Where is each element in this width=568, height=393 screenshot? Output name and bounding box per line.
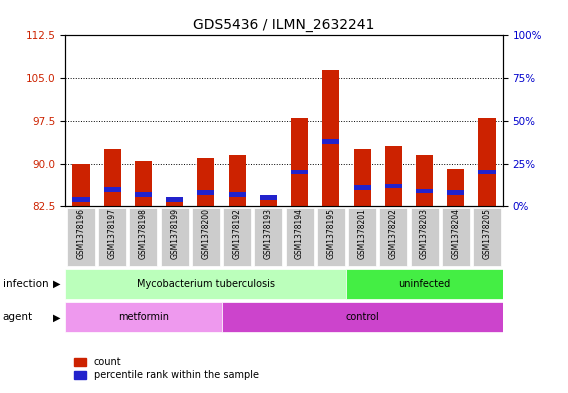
Text: infection: infection — [3, 279, 48, 289]
Bar — [322, 70, 340, 206]
Text: GSM1378198: GSM1378198 — [139, 208, 148, 259]
Bar — [197, 158, 215, 206]
Text: GSM1378197: GSM1378197 — [108, 208, 116, 259]
FancyBboxPatch shape — [348, 208, 376, 266]
Text: GSM1378200: GSM1378200 — [202, 208, 210, 259]
Text: uninfected: uninfected — [399, 279, 450, 289]
Bar — [478, 118, 496, 206]
Bar — [260, 195, 277, 200]
Text: GSM1378192: GSM1378192 — [233, 208, 241, 259]
FancyBboxPatch shape — [286, 208, 314, 266]
Bar — [103, 149, 121, 206]
Text: agent: agent — [3, 312, 33, 322]
Text: GSM1378196: GSM1378196 — [77, 208, 85, 259]
Text: metformin: metformin — [118, 312, 169, 322]
Text: GSM1378194: GSM1378194 — [295, 208, 304, 259]
Bar — [416, 155, 433, 206]
Text: ▶: ▶ — [53, 279, 61, 289]
Text: GDS5436 / ILMN_2632241: GDS5436 / ILMN_2632241 — [193, 18, 375, 32]
Text: ▶: ▶ — [53, 312, 61, 322]
FancyBboxPatch shape — [222, 302, 503, 332]
FancyBboxPatch shape — [442, 208, 470, 266]
Bar — [103, 187, 121, 191]
FancyBboxPatch shape — [161, 208, 189, 266]
Bar — [447, 190, 465, 195]
Text: GSM1378195: GSM1378195 — [327, 208, 335, 259]
FancyBboxPatch shape — [98, 208, 126, 266]
FancyBboxPatch shape — [411, 208, 438, 266]
FancyBboxPatch shape — [130, 208, 157, 266]
Bar — [72, 197, 90, 202]
FancyBboxPatch shape — [223, 208, 251, 266]
Text: control: control — [345, 312, 379, 322]
FancyBboxPatch shape — [473, 208, 501, 266]
FancyBboxPatch shape — [65, 269, 346, 299]
Bar — [166, 197, 183, 202]
Bar — [291, 118, 308, 206]
Bar — [385, 147, 402, 206]
FancyBboxPatch shape — [379, 208, 407, 266]
Text: Mycobacterium tuberculosis: Mycobacterium tuberculosis — [137, 279, 275, 289]
Bar — [353, 185, 371, 190]
Bar — [135, 161, 152, 206]
FancyBboxPatch shape — [317, 208, 345, 266]
Text: GSM1378205: GSM1378205 — [483, 208, 491, 259]
Bar — [72, 163, 90, 206]
Bar — [447, 169, 465, 206]
Bar — [228, 192, 246, 196]
Bar — [385, 184, 402, 188]
FancyBboxPatch shape — [254, 208, 282, 266]
Text: GSM1378204: GSM1378204 — [452, 208, 460, 259]
Bar — [416, 189, 433, 193]
FancyBboxPatch shape — [192, 208, 220, 266]
FancyBboxPatch shape — [67, 208, 95, 266]
Bar — [197, 190, 215, 195]
Bar — [166, 198, 183, 206]
Bar — [135, 192, 152, 196]
Text: GSM1378201: GSM1378201 — [358, 208, 366, 259]
FancyBboxPatch shape — [346, 269, 503, 299]
Legend: count, percentile rank within the sample: count, percentile rank within the sample — [70, 354, 262, 384]
Bar — [260, 198, 277, 206]
Bar — [478, 170, 496, 174]
Text: GSM1378199: GSM1378199 — [170, 208, 179, 259]
Bar — [322, 139, 340, 144]
FancyBboxPatch shape — [65, 302, 222, 332]
Bar — [353, 149, 371, 206]
Text: GSM1378193: GSM1378193 — [264, 208, 273, 259]
Text: GSM1378203: GSM1378203 — [420, 208, 429, 259]
Bar — [228, 155, 246, 206]
Text: GSM1378202: GSM1378202 — [389, 208, 398, 259]
Bar — [291, 170, 308, 174]
